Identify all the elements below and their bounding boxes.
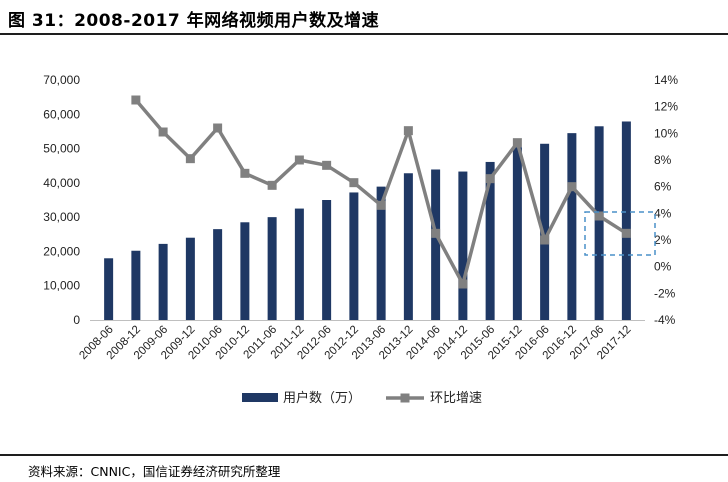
right-tick-label: 10%	[654, 126, 678, 140]
combo-chart: 0 10,000 20,000 30,000 40,000 50,000 60,000 70,…	[43, 73, 678, 405]
bar	[512, 147, 522, 320]
growth-point	[240, 168, 250, 178]
growth-point	[376, 200, 386, 210]
bar	[349, 192, 359, 320]
growth-point	[431, 228, 441, 238]
legend-swatch-bar	[242, 393, 278, 402]
bar	[158, 243, 168, 320]
growth-point	[458, 279, 468, 289]
bar	[376, 186, 386, 320]
growth-point	[621, 228, 631, 238]
bar	[131, 250, 141, 320]
source-note: 资料来源：CNNIC，国信证券经济研究所整理	[28, 464, 281, 479]
right-tick-label: 12%	[654, 100, 678, 114]
growth-point	[594, 211, 604, 221]
left-tick-label: 0	[73, 313, 80, 327]
left-tick-label: 10,000	[43, 279, 80, 293]
bar	[267, 217, 277, 320]
right-tick-label: 4%	[654, 206, 672, 220]
right-tick-label: -2%	[654, 286, 676, 300]
right-tick-label: 0%	[654, 260, 672, 274]
growth-point	[267, 180, 277, 190]
legend: 用户数（万） 环比增速	[242, 390, 482, 405]
bar	[567, 133, 577, 320]
line-series	[131, 95, 631, 289]
bar	[458, 171, 468, 320]
right-axis: -4% -2% 0% 2% 4% 6% 8% 10% 12% 14%	[654, 73, 678, 327]
bar	[294, 208, 304, 320]
right-tick-label: 6%	[654, 180, 672, 194]
growth-point	[349, 178, 359, 188]
figure-title: 图 31：2008-2017 年网络视频用户数及增速	[8, 11, 380, 31]
bar	[485, 161, 495, 320]
growth-point	[567, 182, 577, 192]
legend-label-line: 环比增速	[430, 390, 482, 405]
right-tick-label: 2%	[654, 233, 672, 247]
left-tick-label: 40,000	[43, 176, 80, 190]
bar	[403, 173, 413, 320]
bar	[322, 200, 332, 320]
highlight-box	[584, 211, 656, 256]
legend-swatch-marker	[400, 393, 410, 403]
growth-point	[322, 160, 332, 170]
growth-point	[540, 235, 550, 245]
left-axis: 0 10,000 20,000 30,000 40,000 50,000 60,000 70,…	[43, 73, 80, 327]
bar	[621, 121, 631, 320]
left-tick-label: 70,000	[43, 73, 80, 87]
bar	[540, 143, 550, 320]
bar	[213, 229, 223, 320]
growth-point	[131, 95, 141, 105]
right-tick-label: -4%	[654, 313, 676, 327]
bar	[594, 126, 604, 321]
bar	[104, 258, 114, 320]
bar	[240, 222, 250, 320]
legend-label-bar: 用户数（万）	[283, 390, 361, 405]
growth-point	[485, 174, 495, 184]
growth-point	[403, 126, 413, 136]
growth-point	[185, 154, 195, 164]
growth-point	[512, 138, 522, 148]
left-tick-label: 20,000	[43, 244, 80, 258]
bottom-rule	[0, 454, 728, 456]
left-tick-label: 30,000	[43, 210, 80, 224]
top-rule	[0, 33, 728, 35]
right-tick-label: 14%	[654, 73, 678, 87]
growth-point	[213, 123, 223, 133]
bar-series	[104, 121, 631, 321]
growth-point	[294, 155, 304, 165]
bar	[185, 237, 195, 320]
right-tick-label: 8%	[654, 153, 672, 167]
growth-point	[158, 127, 168, 137]
bar	[431, 169, 441, 320]
x-axis: 2008-062008-122009-062009-122010-062010-…	[77, 320, 645, 362]
left-tick-label: 50,000	[43, 142, 80, 156]
left-tick-label: 60,000	[43, 107, 80, 121]
